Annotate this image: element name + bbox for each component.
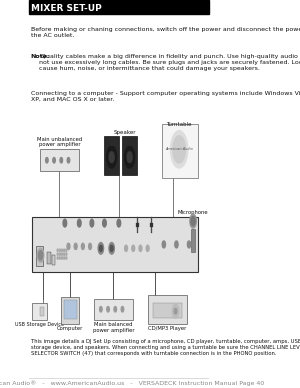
Text: Microphone: Microphone — [178, 210, 208, 215]
Circle shape — [132, 245, 135, 251]
Bar — [29, 0, 209, 14]
Circle shape — [191, 217, 195, 226]
Circle shape — [110, 245, 113, 251]
Circle shape — [128, 138, 131, 146]
Circle shape — [77, 219, 81, 227]
Circle shape — [172, 304, 179, 318]
Text: Main unbalanced
power amplifier: Main unbalanced power amplifier — [37, 137, 82, 147]
Circle shape — [57, 257, 58, 259]
Circle shape — [117, 219, 121, 227]
Circle shape — [170, 131, 188, 168]
Circle shape — [81, 243, 84, 249]
Circle shape — [124, 245, 128, 251]
Circle shape — [139, 245, 142, 251]
Bar — [153, 303, 182, 318]
Circle shape — [106, 146, 117, 168]
Circle shape — [59, 249, 60, 251]
Bar — [104, 136, 119, 175]
Bar — [162, 124, 198, 178]
Circle shape — [74, 243, 77, 249]
Text: Note:: Note: — [31, 54, 50, 59]
Bar — [64, 300, 76, 319]
Circle shape — [146, 245, 149, 251]
Bar — [40, 149, 79, 171]
Text: Computer: Computer — [57, 326, 83, 331]
Circle shape — [114, 307, 116, 312]
Text: Connecting to a computer - Support computer operating systems include Windows Vi: Connecting to a computer - Support compu… — [31, 91, 300, 102]
Text: MIXER SET-UP: MIXER SET-UP — [31, 3, 101, 13]
Circle shape — [190, 214, 196, 228]
Circle shape — [64, 249, 65, 251]
Circle shape — [66, 253, 67, 255]
Bar — [136, 223, 139, 227]
Text: ©American Audio®   -   www.AmericanAudio.us   -   VERSADECK Instruction Manual P: ©American Audio® - www.AmericanAudio.us … — [0, 381, 264, 386]
Circle shape — [110, 138, 113, 146]
Bar — [191, 229, 195, 252]
Circle shape — [37, 248, 44, 262]
Circle shape — [61, 249, 62, 251]
Circle shape — [121, 307, 124, 312]
Text: USB Storage Device: USB Storage Device — [15, 322, 64, 327]
Circle shape — [162, 241, 166, 248]
Text: This image details a DJ Set Up consisting of a microphone, CD player, turntable,: This image details a DJ Set Up consistin… — [31, 340, 300, 356]
Bar — [150, 223, 153, 227]
Text: Turntable: Turntable — [167, 122, 192, 127]
Bar — [32, 303, 47, 320]
Bar — [137, 217, 138, 233]
Circle shape — [90, 219, 94, 227]
Circle shape — [46, 158, 48, 163]
Bar — [47, 252, 51, 264]
Circle shape — [188, 241, 191, 248]
Text: CD/MP3 Player: CD/MP3 Player — [148, 326, 187, 331]
Circle shape — [57, 253, 58, 255]
Circle shape — [61, 257, 62, 259]
Text: Before making or chaning connections, switch off the power and disconnect the po: Before making or chaning connections, sw… — [31, 27, 300, 38]
Circle shape — [173, 136, 185, 163]
Circle shape — [57, 249, 58, 251]
Circle shape — [64, 257, 65, 259]
Text: Main balanced
power amplifier: Main balanced power amplifier — [93, 322, 134, 333]
Circle shape — [59, 257, 60, 259]
Bar — [151, 217, 152, 233]
Bar — [40, 307, 44, 316]
Bar — [36, 246, 43, 266]
Circle shape — [88, 243, 92, 249]
Circle shape — [98, 242, 104, 254]
Circle shape — [60, 158, 62, 163]
Bar — [148, 295, 187, 324]
Circle shape — [124, 146, 135, 168]
Circle shape — [99, 245, 102, 251]
Bar — [61, 297, 79, 324]
Text: Quality cables make a big difference in fidelity and punch. Use high-quality aud: Quality cables make a big difference in … — [39, 54, 300, 71]
Circle shape — [67, 243, 70, 249]
Circle shape — [103, 219, 106, 227]
Circle shape — [107, 307, 109, 312]
Circle shape — [100, 307, 102, 312]
Circle shape — [67, 158, 70, 163]
Circle shape — [127, 152, 132, 163]
Circle shape — [66, 257, 67, 259]
Circle shape — [38, 251, 43, 260]
Bar — [94, 299, 133, 320]
Text: Speaker: Speaker — [114, 130, 136, 135]
Circle shape — [63, 219, 67, 227]
Circle shape — [61, 253, 62, 255]
Circle shape — [174, 308, 177, 314]
Circle shape — [53, 158, 55, 163]
Bar — [122, 136, 137, 175]
Circle shape — [64, 253, 65, 255]
Circle shape — [175, 241, 178, 248]
Circle shape — [109, 152, 114, 163]
Bar — [52, 255, 55, 265]
Text: American Audio: American Audio — [165, 147, 193, 151]
Bar — [32, 217, 198, 272]
Circle shape — [109, 242, 114, 254]
Circle shape — [59, 253, 60, 255]
Circle shape — [66, 249, 67, 251]
